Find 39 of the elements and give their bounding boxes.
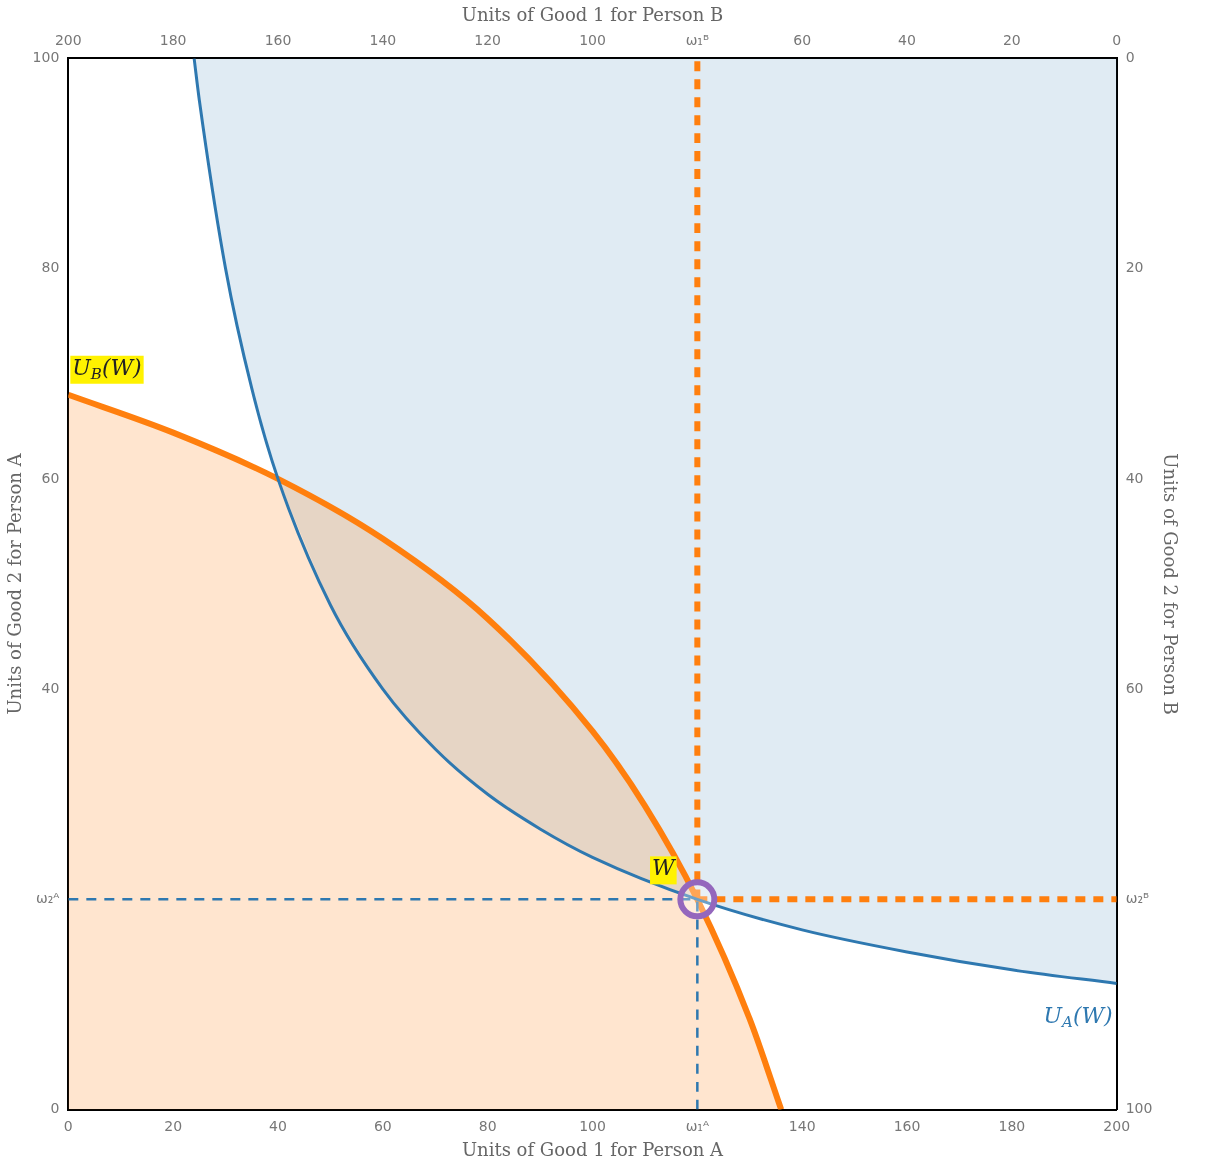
y2-tick-label: ω₂ᴮ: [1125, 890, 1150, 906]
x-tick-label: 180: [998, 1117, 1026, 1134]
y2-tick-label: 40: [1125, 469, 1144, 486]
y-tick-label: 100: [32, 49, 60, 66]
y2-tick-label: 100: [1125, 1100, 1153, 1117]
x-tick-label: 100: [579, 1117, 606, 1134]
x2-tick-label: 0: [1112, 31, 1122, 48]
annotation: W: [652, 855, 678, 881]
x-tick-label: 40: [269, 1117, 287, 1134]
x-tick-label: 0: [63, 1117, 73, 1134]
y2-tick-label: 20: [1125, 259, 1144, 276]
x2-tick-label: 160: [264, 31, 292, 48]
x2-tick-label: 180: [159, 31, 187, 48]
x2-tick-label: 100: [579, 31, 606, 48]
x2-tick-label: 140: [369, 31, 397, 48]
x-tick-label: ω₁ᴬ: [685, 1117, 710, 1134]
y-axis-title: Units of Good 2 for Person A: [4, 452, 26, 715]
x-tick-label: 140: [788, 1117, 816, 1134]
y2-axis-title: Units of Good 2 for Person B: [1159, 453, 1181, 715]
x-axis-title: Units of Good 1 for Person A: [461, 1138, 725, 1160]
y-tick-label: 40: [41, 679, 60, 696]
x-tick-label: 160: [893, 1117, 921, 1134]
x2-tick-label: ω₁ᴮ: [685, 31, 710, 48]
x-tick-label: 20: [164, 1117, 183, 1134]
y2-tick-label: 0: [1125, 49, 1135, 66]
y-tick-label: ω₂ᴬ: [35, 890, 60, 906]
x-tick-label: 80: [478, 1117, 497, 1134]
x2-axis-title: Units of Good 1 for Person B: [461, 4, 724, 26]
x2-tick-label: 200: [54, 31, 82, 48]
y-tick-label: 80: [41, 259, 60, 276]
x2-tick-label: 120: [474, 31, 502, 48]
y-tick-label: 0: [50, 1100, 60, 1117]
x-tick-label: 200: [1103, 1117, 1131, 1134]
y-tick-label: 60: [41, 469, 60, 486]
x2-tick-label: 20: [1002, 31, 1021, 48]
x2-tick-label: 40: [898, 31, 916, 48]
x2-tick-label: 60: [793, 31, 812, 48]
y2-tick-label: 60: [1125, 679, 1144, 696]
x-tick-label: 60: [373, 1117, 392, 1134]
